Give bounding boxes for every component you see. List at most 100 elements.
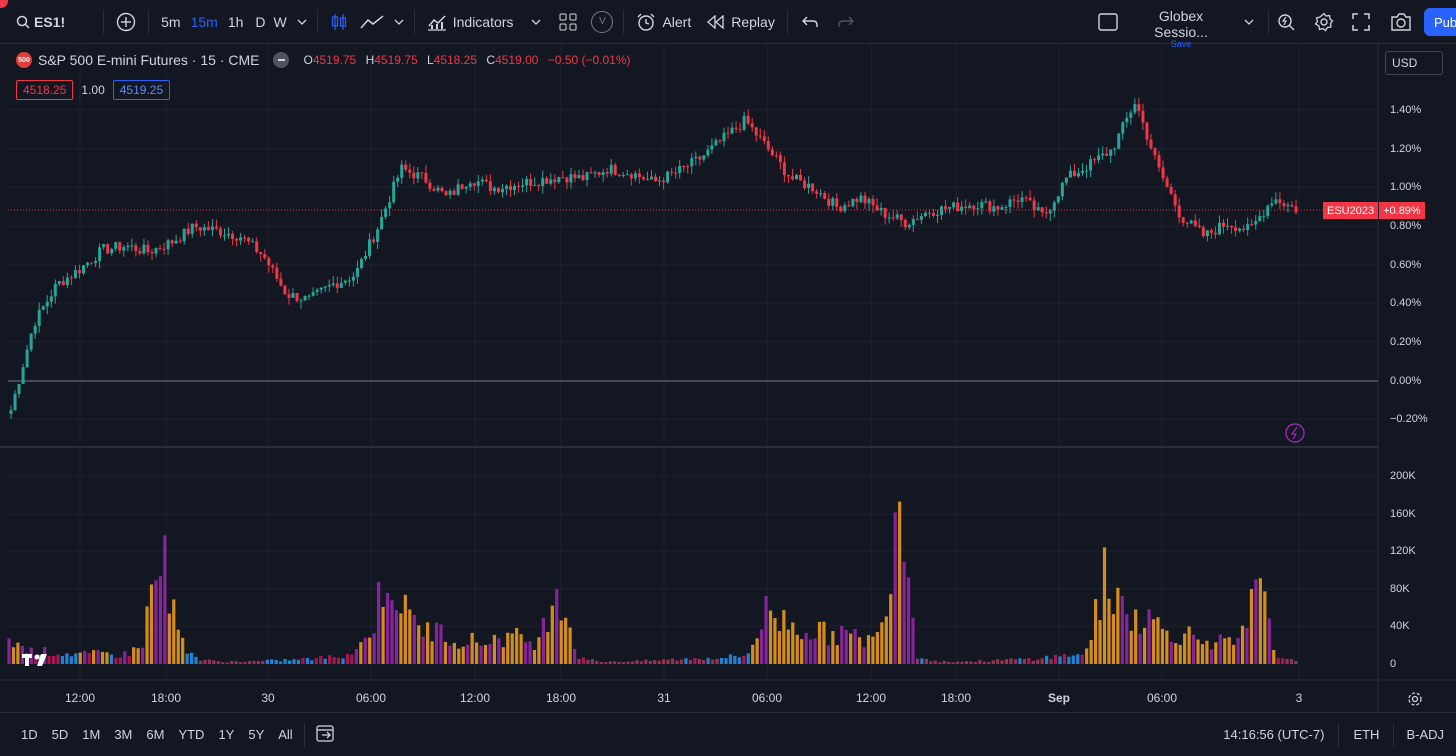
interval-1h[interactable]: 1h	[227, 13, 244, 30]
candle-body	[521, 185, 525, 187]
range-1m[interactable]: 1M	[82, 727, 101, 742]
range-ytd[interactable]: YTD	[178, 727, 205, 742]
legend-title[interactable]: S&P 500 E-mini Futures · 15 · CME	[38, 52, 260, 68]
candle	[637, 168, 641, 184]
spread-value: 1.00	[81, 83, 105, 97]
chart-canvas[interactable]	[0, 0, 1456, 711]
compare-button[interactable]	[108, 0, 144, 43]
candle-body	[803, 180, 807, 188]
snapshot-button[interactable]	[1382, 0, 1420, 43]
candle	[952, 201, 956, 210]
settings-button[interactable]	[1306, 0, 1342, 43]
range-5y[interactable]: 5Y	[248, 727, 265, 742]
layout-select-button[interactable]	[1090, 0, 1126, 43]
indicators-button[interactable]: Indicators	[419, 0, 522, 43]
candle-body	[98, 247, 102, 262]
ohlc-values: O4519.75 H4519.75 L4518.25 C4519.00 −0.5…	[303, 53, 636, 67]
volume-bar	[1053, 654, 1058, 664]
session-toggle[interactable]: ETH	[1353, 727, 1380, 742]
interval-w[interactable]: W	[273, 13, 287, 30]
candle	[94, 257, 98, 268]
undo-button[interactable]	[792, 0, 828, 43]
candle	[811, 182, 815, 194]
candle	[106, 243, 110, 255]
interval-dropdown[interactable]	[291, 0, 313, 43]
line-tools-button[interactable]	[356, 0, 388, 43]
axis-settings-button[interactable]	[1407, 691, 1423, 712]
candle	[1238, 227, 1242, 233]
candle	[577, 169, 581, 179]
candle-body	[464, 186, 468, 189]
range-1y[interactable]: 1Y	[218, 727, 235, 742]
alert-button[interactable]: Alert	[628, 0, 699, 43]
chevron-down-icon	[297, 19, 307, 25]
range-1d[interactable]: 1D	[21, 727, 38, 742]
candle-body	[37, 309, 41, 326]
interval-5m[interactable]: 5m	[161, 13, 181, 30]
volume-bar	[1281, 658, 1285, 664]
candle-body	[843, 205, 847, 212]
candle-body	[1097, 155, 1101, 161]
volume-bar	[328, 655, 332, 664]
candle	[351, 272, 355, 287]
volume-bar	[287, 660, 292, 664]
candle	[1032, 196, 1036, 218]
quick-search-button[interactable]	[1268, 0, 1304, 43]
interval-d[interactable]: D	[255, 13, 266, 30]
candle-body	[799, 174, 803, 181]
ask-button[interactable]: 4519.25	[112, 80, 171, 100]
candle-body	[327, 284, 331, 287]
volume-bar	[1085, 648, 1089, 664]
volume-bar	[292, 659, 296, 664]
candle-body	[315, 289, 319, 292]
bid-button[interactable]: 4518.25	[16, 80, 74, 100]
candle-body	[444, 191, 448, 196]
redo-button[interactable]	[828, 0, 864, 43]
candle	[621, 171, 625, 178]
replay-button[interactable]: Replay	[699, 0, 783, 43]
symbol-search[interactable]: ES1!	[0, 0, 73, 43]
publish-button[interactable]: Pub	[1424, 8, 1456, 36]
volume-axis-label: 0	[1390, 658, 1397, 670]
volume-bars	[7, 501, 1298, 664]
range-3m[interactable]: 3M	[114, 727, 133, 742]
notification-dot[interactable]	[0, 0, 8, 8]
lightning-search-icon	[1278, 13, 1295, 30]
tradingview-logo[interactable]	[22, 653, 52, 671]
goto-date-button[interactable]	[309, 724, 343, 745]
candles-type-button[interactable]	[322, 0, 356, 43]
range-all[interactable]: All	[278, 727, 293, 742]
candle	[706, 145, 710, 158]
volume-bar	[604, 662, 608, 664]
candle-body	[923, 212, 927, 217]
candle-body	[968, 205, 972, 209]
currency-select[interactable]: USD	[1385, 51, 1443, 75]
volume-bar	[586, 659, 590, 664]
candle-body	[1258, 216, 1262, 222]
volume-bar	[515, 627, 519, 664]
range-5d[interactable]: 5D	[51, 727, 69, 742]
legend-toggle-button[interactable]	[273, 52, 290, 68]
volume-bar	[639, 661, 643, 664]
clock-timezone[interactable]: 14:16:56 (UTC-7)	[1223, 727, 1325, 742]
v-badge-button[interactable]: V	[585, 0, 619, 43]
candle-body	[428, 182, 432, 189]
layout-dropdown[interactable]	[1236, 0, 1262, 43]
volume-bar	[782, 610, 786, 664]
lightning-badge[interactable]	[1285, 423, 1305, 443]
adjustment-toggle[interactable]: B-ADJ	[1406, 727, 1444, 742]
volume-bar	[626, 661, 630, 664]
range-6m[interactable]: 6M	[146, 727, 165, 742]
volume-bar	[746, 653, 750, 664]
candle-body	[21, 367, 25, 384]
interval-15m[interactable]: 15m	[190, 13, 218, 30]
candle-body	[569, 174, 573, 183]
chart-type-dropdown[interactable]	[388, 0, 410, 43]
indicators-dropdown[interactable]	[521, 0, 551, 43]
candle-body	[1085, 170, 1089, 172]
candle	[190, 223, 194, 238]
candle-body	[662, 180, 666, 183]
fullscreen-button[interactable]	[1344, 0, 1378, 43]
templates-button[interactable]	[551, 0, 585, 43]
layout-name-block[interactable]: Globex Sessio... Save	[1131, 8, 1231, 49]
